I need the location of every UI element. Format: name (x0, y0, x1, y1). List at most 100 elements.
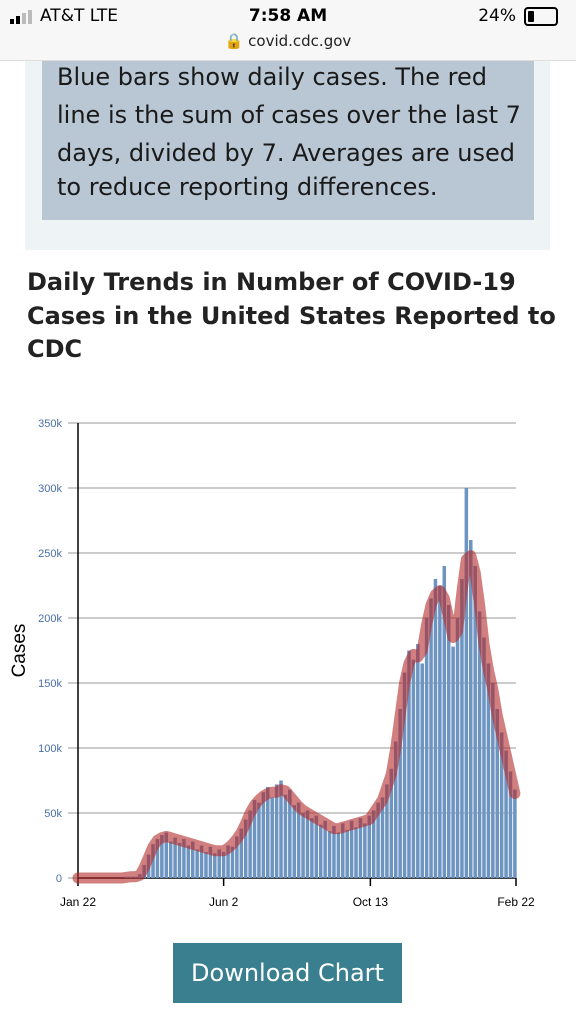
bar (248, 810, 252, 878)
bar (155, 839, 160, 878)
bar (486, 663, 491, 878)
bar (195, 849, 199, 878)
bar (217, 849, 221, 878)
bar (323, 820, 327, 878)
y-tick-label: 250k (38, 548, 62, 560)
chart: 0 50k 100k 150k 200k 250k 300k 350k Cases Jan 22 J… (9, 418, 535, 909)
bar (513, 789, 517, 878)
info-box: Blue bars show daily cases. The red line… (42, 61, 534, 220)
bar (318, 824, 323, 878)
y-tick-label: 0 (56, 873, 62, 885)
bar (385, 784, 389, 878)
bar (433, 579, 438, 878)
x-tick-label: Jun 2 (209, 895, 239, 909)
bar (305, 810, 310, 878)
bar (239, 828, 244, 878)
y-tick-label: 100k (38, 743, 62, 755)
bar (499, 732, 504, 878)
x-tick-label: Oct 13 (353, 895, 389, 909)
chart-title: Cases in the United States Reported to (27, 302, 556, 330)
bar (473, 566, 477, 878)
bar (314, 815, 319, 878)
bar (173, 837, 177, 878)
y-tick-label: 350k (38, 418, 62, 430)
download-button[interactable]: Download Chart (173, 943, 402, 1003)
bar (213, 853, 217, 878)
signal-icon (10, 10, 32, 24)
bar (270, 797, 274, 878)
bar (168, 841, 173, 878)
y-axis-label: Cases (9, 624, 30, 678)
chart-title: Daily Trends in Number of COVID-19 (27, 268, 516, 296)
y-tick-label: 150k (38, 678, 62, 690)
bar (226, 845, 230, 878)
bar (332, 826, 336, 878)
info-line: Blue bars show daily cases. The red (57, 63, 487, 91)
bar (482, 637, 486, 878)
bar (349, 820, 354, 878)
bar (420, 663, 424, 878)
bar (389, 768, 394, 878)
bar (504, 750, 508, 878)
bar (235, 836, 239, 878)
bar (265, 787, 270, 878)
bar (402, 672, 407, 878)
chart-title: CDC (27, 335, 83, 363)
bar (508, 771, 513, 878)
bar (301, 813, 305, 878)
info-line: days, divided by 7. Averages are used (57, 139, 515, 167)
x-tick-label: Feb 22 (497, 895, 535, 909)
bar (327, 831, 332, 878)
bar (469, 540, 473, 878)
bar (257, 802, 261, 878)
url-text: covid.cdc.gov (248, 32, 352, 50)
bar (429, 598, 433, 878)
bar (416, 644, 420, 878)
bar (283, 794, 288, 878)
bar (411, 659, 416, 878)
bar (160, 835, 164, 878)
bar (182, 839, 186, 878)
bar (345, 829, 349, 878)
bar (455, 618, 460, 878)
bar (460, 579, 464, 878)
bar (367, 815, 372, 878)
bar (442, 566, 447, 878)
clock: 7:58 AM (248, 6, 328, 26)
bar (446, 605, 451, 878)
bar (451, 646, 455, 878)
bar (190, 841, 195, 878)
average-line (72, 550, 521, 884)
bar (358, 818, 363, 878)
bar (491, 683, 495, 878)
y-tick-label: 300k (38, 483, 62, 495)
bar (363, 823, 367, 878)
bar (204, 852, 208, 878)
bar (371, 810, 376, 878)
bar (151, 844, 155, 878)
bar (274, 784, 279, 878)
bar (477, 611, 482, 878)
lock-icon: 🔒 (224, 32, 249, 50)
bar (177, 842, 182, 878)
bar (279, 780, 283, 878)
bar (208, 846, 213, 878)
bar (407, 650, 411, 878)
bar (164, 832, 169, 878)
bar (380, 797, 385, 878)
x-tick-label: Jan 22 (60, 895, 96, 909)
bar (354, 827, 358, 878)
bar (310, 818, 314, 878)
y-tick-label: 50k (44, 808, 62, 820)
bar (221, 852, 226, 878)
bar (243, 819, 248, 878)
bar (376, 802, 380, 878)
info-line: line is the sum of cases over the last 7 (57, 101, 521, 129)
carrier: AT&T LTE (40, 6, 118, 26)
bar (495, 709, 500, 878)
bar (464, 488, 469, 878)
bar (292, 805, 297, 878)
url[interactable]: 🔒 covid.cdc.gov (0, 32, 576, 50)
bar (288, 789, 292, 878)
